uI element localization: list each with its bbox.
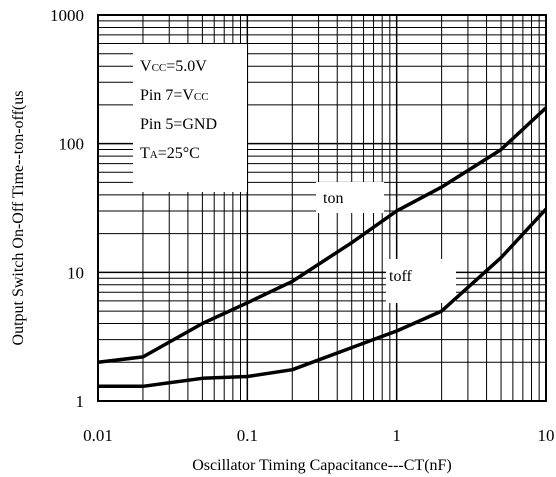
y-tick-label: 10 <box>67 263 84 282</box>
y-tick-label: 1000 <box>50 6 84 25</box>
condition-line: VCC=5.0V <box>140 58 207 75</box>
x-axis-label: Oscillator Timing Capacitance---CT(nF) <box>192 457 452 474</box>
data-series <box>97 106 548 389</box>
curve-labels: ton toff <box>323 190 412 285</box>
label-backgrounds <box>133 44 456 303</box>
x-tick-label: 10 <box>538 426 555 445</box>
condition-line: TA=25°C <box>140 145 200 162</box>
condition-line: Pin 7=VCC <box>140 87 209 104</box>
tick-labels: 0.01 0.1 1 10 1 10 100 1000 <box>50 6 555 445</box>
conditions-box <box>133 44 247 192</box>
series-line-toff <box>98 207 548 389</box>
toff-label-box <box>386 259 456 303</box>
conditions-legend: VCC=5.0V Pin 7=VCC Pin 5=GND TA=25°C <box>140 58 217 162</box>
curve-label-ton: ton <box>323 190 343 207</box>
y-tick-label: 100 <box>59 135 85 154</box>
series-line-ton <box>97 106 548 365</box>
y-tick-label: 1 <box>76 392 85 411</box>
x-tick-label: 1 <box>392 426 401 445</box>
plot-frame <box>97 14 547 402</box>
x-tick-label: 0.01 <box>83 426 113 445</box>
ton-label-box <box>316 182 384 213</box>
condition-line: Pin 5=GND <box>140 116 217 133</box>
curve-label-toff: toff <box>389 268 412 285</box>
x-tick-label: 0.1 <box>237 426 258 445</box>
y-axis-label: Output Switch On-Off Time--ton-off(us <box>10 91 27 346</box>
